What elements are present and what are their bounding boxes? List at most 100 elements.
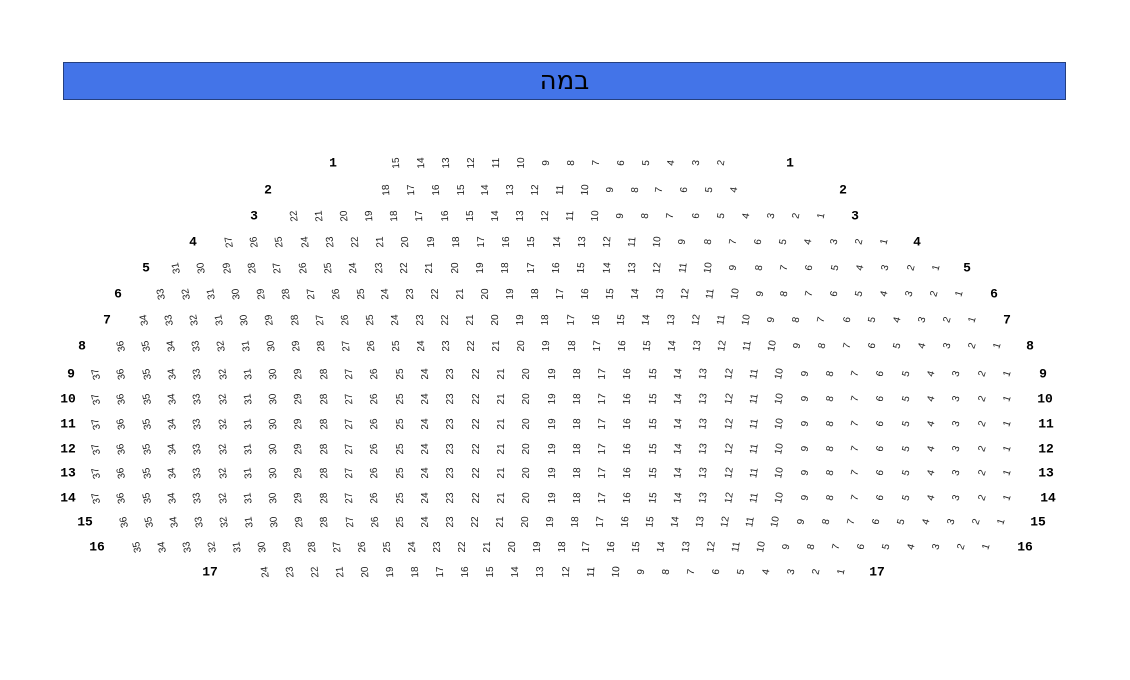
seat[interactable]: 26 [356,541,369,553]
seat[interactable]: 30 [267,392,280,406]
seat[interactable]: 2 [928,289,941,299]
seat[interactable]: 17 [475,236,487,248]
seat[interactable]: 1 [1001,493,1014,503]
seat[interactable]: 10 [773,466,787,480]
seat[interactable]: 17 [581,541,593,553]
seat[interactable]: 29 [293,515,306,529]
seat[interactable]: 19 [425,236,437,248]
seat[interactable]: 16 [460,566,472,578]
seat[interactable]: 3 [950,419,963,429]
seat[interactable]: 1 [878,237,891,246]
seat[interactable]: 22 [288,209,301,223]
seat[interactable]: 17 [435,566,447,578]
seat[interactable]: 35 [140,367,154,381]
seat[interactable]: 12 [601,235,614,248]
seat[interactable]: 5 [880,542,893,551]
seat[interactable]: 26 [369,368,381,380]
seat[interactable]: 22 [470,368,482,380]
seat[interactable]: 11 [748,367,761,380]
seat[interactable]: 24 [406,541,418,553]
seat[interactable]: 6 [874,444,887,453]
seat[interactable]: 16 [550,262,563,274]
seat[interactable]: 36 [115,392,129,406]
seat[interactable]: 12 [651,261,664,275]
seat[interactable]: 21 [334,566,347,579]
seat[interactable]: 30 [267,442,280,456]
seat[interactable]: 18 [566,340,578,352]
seat[interactable]: 14 [672,392,685,406]
seat[interactable]: 11 [715,313,728,326]
seat[interactable]: 18 [571,418,584,430]
seat[interactable]: 7 [849,444,862,453]
seat[interactable]: 22 [466,340,478,352]
seat[interactable]: 27 [343,492,356,505]
seat[interactable]: 36 [115,466,129,480]
seat[interactable]: 11 [554,184,567,196]
seat[interactable]: 7 [845,517,858,526]
seat[interactable]: 2 [810,568,823,576]
seat[interactable]: 5 [900,394,913,403]
seat[interactable]: 35 [140,417,154,431]
seat[interactable]: 9 [799,370,811,378]
seat[interactable]: 25 [364,314,377,326]
seat[interactable]: 4 [802,238,815,246]
seat[interactable]: 7 [803,290,816,298]
seat[interactable]: 18 [571,368,584,380]
seat[interactable]: 12 [722,392,736,406]
seat[interactable]: 9 [799,420,811,428]
seat[interactable]: 14 [672,491,685,505]
seat[interactable]: 32 [216,392,230,406]
seat[interactable]: 21 [495,368,507,380]
seat[interactable]: 4 [925,394,938,404]
seat[interactable]: 21 [495,393,507,405]
seat[interactable]: 18 [569,516,582,528]
seat[interactable]: 3 [916,315,929,325]
seat[interactable]: 16 [579,288,592,300]
seat[interactable]: 10 [773,367,787,381]
seat[interactable]: 26 [297,261,310,275]
seat[interactable]: 32 [218,515,232,529]
seat[interactable]: 23 [441,340,453,352]
seat[interactable]: 19 [544,516,557,528]
seat[interactable]: 22 [470,443,482,455]
seat[interactable]: 10 [651,235,664,249]
seat[interactable]: 20 [359,566,372,578]
seat[interactable]: 29 [292,367,306,381]
seat[interactable]: 16 [616,339,629,352]
seat[interactable]: 34 [165,466,179,480]
seat[interactable]: 6 [874,419,887,428]
seat[interactable]: 1 [1001,419,1014,429]
seat[interactable]: 14 [489,210,501,222]
seat[interactable]: 32 [216,417,230,431]
seat[interactable]: 6 [874,468,887,477]
seat[interactable]: 14 [669,515,682,529]
seat[interactable]: 24 [416,340,428,352]
seat[interactable]: 7 [816,316,828,324]
seat[interactable]: 11 [677,262,690,274]
seat[interactable]: 12 [722,367,736,381]
seat[interactable]: 10 [579,184,592,196]
seat[interactable]: 29 [220,261,234,275]
seat[interactable]: 14 [666,339,679,353]
seat[interactable]: 28 [280,287,293,301]
seat[interactable]: 12 [529,184,542,196]
seat[interactable]: 30 [267,367,280,381]
seat[interactable]: 28 [318,367,331,381]
seat[interactable]: 6 [866,341,879,350]
seat[interactable]: 3 [950,369,963,379]
seat[interactable]: 9 [799,395,811,403]
seat[interactable]: 2 [790,212,803,220]
seat[interactable]: 35 [143,515,157,529]
seat[interactable]: 8 [660,568,672,576]
seat[interactable]: 8 [790,316,803,324]
seat[interactable]: 5 [900,468,913,477]
seat[interactable]: 30 [238,313,252,327]
seat[interactable]: 10 [728,287,742,301]
seat[interactable]: 5 [829,263,842,272]
seat[interactable]: 7 [727,238,740,246]
seat[interactable]: 3 [930,542,943,552]
seat[interactable]: 1 [835,567,848,576]
seat[interactable]: 27 [343,443,356,456]
seat[interactable]: 1 [1001,468,1014,478]
seat[interactable]: 27 [343,418,356,431]
